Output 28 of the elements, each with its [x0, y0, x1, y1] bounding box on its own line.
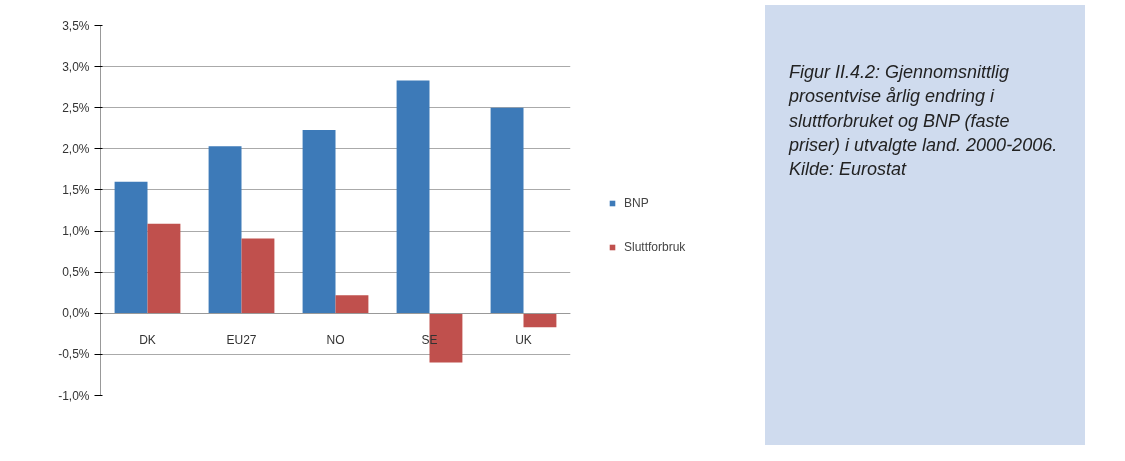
y-tick-label: -1,0%: [58, 388, 90, 403]
y-tick-label: 3,5%: [62, 18, 90, 33]
y-tick-label: 0,0%: [62, 306, 90, 321]
y-tick-label: 2,5%: [62, 100, 90, 115]
x-tick-label: NO: [326, 333, 345, 348]
x-tick-label: UK: [515, 333, 532, 348]
bar: [396, 80, 430, 314]
text: Kilde: Eurostat: [789, 159, 907, 180]
bar: [335, 295, 369, 314]
x-tick-label: DK: [139, 333, 156, 348]
y-tick-label: 0,5%: [62, 265, 90, 280]
bar: [114, 181, 148, 314]
text: Figur II.4.2: Gjennomsnittlig prosentvise årlig endring i sluttforbruket og BNP (faste priser) i utvalgte land. 2000-2006.: [789, 62, 1058, 155]
bar: [241, 238, 275, 314]
y-tick-label: 2,0%: [62, 141, 90, 156]
bar: [147, 223, 181, 314]
bar: [208, 146, 242, 314]
bar: [523, 313, 557, 328]
y-tick-label: 3,0%: [62, 59, 90, 74]
bar: [490, 107, 524, 314]
legend-label: Sluttforbruk: [624, 240, 686, 254]
legend-label: BNP: [624, 196, 649, 210]
y-tick-label: -0,5%: [58, 347, 90, 362]
x-tick-label: EU27: [226, 333, 257, 348]
y-tick-label: 1,0%: [62, 224, 90, 239]
x-tick-label: SE: [421, 333, 438, 348]
bar: [302, 129, 336, 314]
y-tick-label: 1,5%: [62, 182, 90, 197]
